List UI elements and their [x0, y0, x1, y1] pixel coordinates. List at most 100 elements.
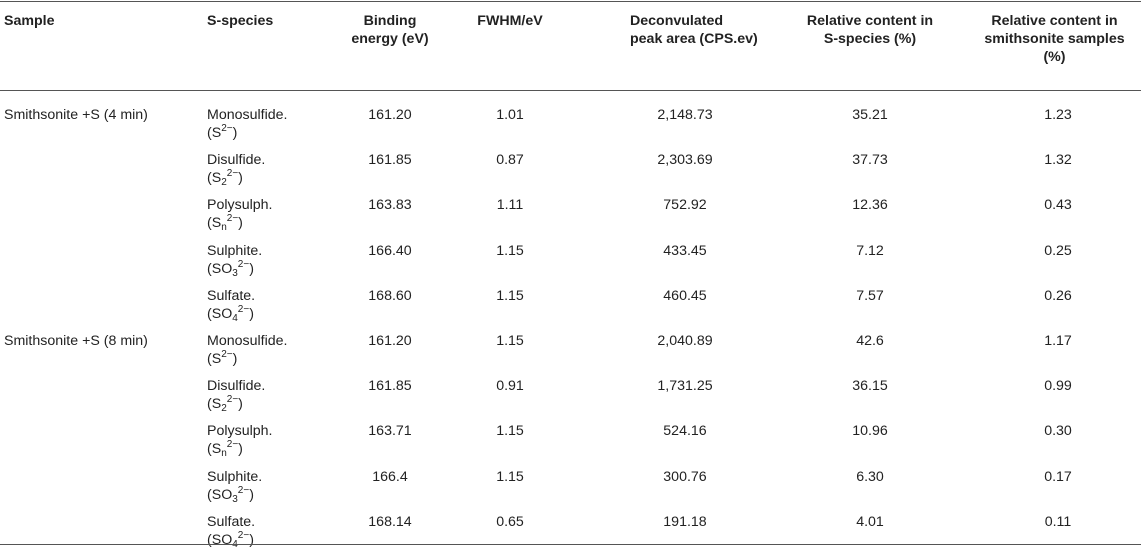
formula-base: S	[211, 441, 222, 457]
relative-content-species: 37.73	[852, 152, 888, 168]
table-row: Smithsonite +S (4 min) Monosulfide. (S2−) 1…	[0, 98, 1141, 143]
binding-energy: 161.85	[368, 152, 412, 168]
species-formula: (S22−)	[207, 168, 243, 188]
species-formula: (SO32−)	[207, 485, 254, 505]
species-formula: (S2−)	[207, 123, 238, 142]
species-name: Monosulfide.	[207, 107, 288, 123]
peak-area: 191.18	[663, 514, 707, 530]
formula-charge: 2−	[237, 259, 250, 270]
species-name: Sulfate.	[207, 288, 256, 304]
binding-energy: 168.60	[368, 288, 412, 304]
species-cell: Disulfide. (S22−)	[207, 151, 266, 188]
formula-charge: 2−	[237, 485, 250, 496]
header-sample: Sample	[4, 13, 55, 29]
formula-charge: 2−	[237, 304, 250, 315]
header-rel-samples-line2: smithsonite samples	[984, 31, 1125, 47]
species-cell: Sulphite. (SO32−)	[207, 242, 263, 279]
species-formula: (SO32−)	[207, 259, 254, 279]
table-row: Sulphite. (SO32−) 166.4 1.15 300.76 6.30 0.17	[0, 460, 1141, 505]
header-area-line2: peak area (CPS.ev)	[630, 31, 758, 47]
relative-content-samples: 0.25	[1044, 243, 1072, 259]
header-rule	[0, 90, 1141, 91]
relative-content-samples: 0.11	[1044, 514, 1072, 530]
species-name: Polysulph.	[207, 423, 273, 439]
relative-content-samples: 0.99	[1044, 378, 1072, 394]
formula-subscript: n	[221, 222, 227, 233]
peak-area: 524.16	[663, 423, 707, 439]
species-name: Sulphite.	[207, 469, 263, 485]
species-formula: (S2−)	[207, 349, 238, 368]
fwhm-value: 1.15	[496, 333, 524, 349]
relative-content-samples: 1.23	[1044, 107, 1072, 123]
table-row: Polysulph. (Sn2−) 163.71 1.15 524.16 10.96 0.3…	[0, 414, 1141, 459]
formula-subscript: 2	[221, 177, 227, 188]
table-row: Sulfate.(SO42−) 168.14 0.65 191.18 4.01 0.11	[0, 505, 1141, 550]
relative-content-species: 7.57	[856, 288, 884, 304]
species-name: Monosulfide.	[207, 333, 288, 349]
formula-base: S	[211, 125, 222, 141]
table-row: Smithsonite +S (8 min) Monosulfide. (S2−) 1…	[0, 324, 1141, 369]
header-rel-samples: Relative content in smithsonite samples …	[968, 12, 1141, 66]
species-name: Sulfate.	[207, 514, 256, 530]
formula-base: S	[211, 351, 222, 367]
species-cell: Sulphite. (SO32−)	[207, 468, 263, 505]
table-row: Sulphite. (SO32−) 166.40 1.15 433.45 7.12 0.25	[0, 234, 1141, 279]
peak-area: 460.45	[663, 288, 707, 304]
binding-energy: 163.83	[368, 197, 412, 213]
binding-energy: 161.85	[368, 378, 412, 394]
peak-area: 300.76	[663, 469, 707, 485]
formula-subscript: 3	[232, 268, 238, 279]
binding-energy: 168.14	[368, 514, 412, 530]
species-cell: Monosulfide. (S2−)	[207, 106, 287, 142]
relative-content-species: 7.12	[856, 243, 884, 259]
relative-content-samples: 0.26	[1044, 288, 1072, 304]
formula-charge: 2−	[226, 213, 239, 224]
formula-subscript: 3	[232, 494, 238, 505]
relative-content-samples: 1.17	[1044, 333, 1072, 349]
fwhm-value: 0.91	[496, 378, 524, 394]
table-row: Sulfate. (SO42−) 168.60 1.15 460.45 7.57 0.26	[0, 279, 1141, 324]
relative-content-species: 35.21	[852, 107, 888, 123]
header-binding-line2: energy (eV)	[351, 31, 429, 47]
fwhm-value: 1.11	[496, 197, 524, 213]
binding-energy: 163.71	[368, 423, 412, 439]
species-cell: Sulfate.(SO42−)	[207, 513, 256, 550]
species-name: Disulfide.	[207, 152, 266, 168]
peak-area: 2,040.89	[657, 333, 713, 349]
header-binding-line1: Binding	[363, 13, 417, 29]
relative-content-species: 12.36	[852, 197, 888, 213]
species-formula: (SO42−)	[207, 304, 254, 324]
header-rel-samples-line3: (%)	[1043, 49, 1066, 65]
relative-content-samples: 1.32	[1044, 152, 1072, 168]
formula-base: S	[211, 215, 222, 231]
relative-content-species: 6.30	[856, 469, 884, 485]
formula-subscript: n	[221, 448, 227, 459]
header-rel-species-line2: S-species (%)	[823, 31, 917, 47]
peak-area: 433.45	[663, 243, 707, 259]
species-formula: (S22−)	[207, 394, 243, 414]
header-fwhm: FWHM/eV	[477, 13, 543, 29]
peak-area: 2,303.69	[657, 152, 713, 168]
species-cell: Disulfide. (S22−)	[207, 377, 265, 414]
formula-charge: 2−	[221, 123, 233, 134]
formula-base: S	[211, 170, 222, 186]
formula-subscript: 2	[221, 403, 227, 414]
formula-base: SO	[211, 487, 233, 503]
species-cell: Polysulph. (Sn2−)	[207, 422, 273, 459]
binding-energy: 166.40	[368, 243, 412, 259]
formula-base: S	[211, 396, 222, 412]
peak-area: 1,731.25	[657, 378, 713, 394]
formula-charge: 2−	[221, 349, 233, 360]
relative-content-species: 36.15	[852, 378, 888, 394]
relative-content-samples: 0.43	[1044, 197, 1072, 213]
species-name: Sulphite.	[207, 243, 263, 259]
table-row: Disulfide. (S22−) 161.85 0.91 1,731.25 36.15 0…	[0, 369, 1141, 414]
fwhm-value: 1.15	[496, 423, 524, 439]
table-row: Disulfide. (S22−) 161.85 0.87 2,303.69 37.73 1…	[0, 143, 1141, 188]
formula-charge: 2−	[226, 168, 239, 179]
formula-base: SO	[211, 261, 233, 277]
relative-content-species: 4.01	[856, 514, 884, 530]
species-formula: (Sn2−)	[207, 213, 243, 233]
binding-energy: 161.20	[368, 107, 412, 123]
relative-content-species: 10.96	[852, 423, 888, 439]
